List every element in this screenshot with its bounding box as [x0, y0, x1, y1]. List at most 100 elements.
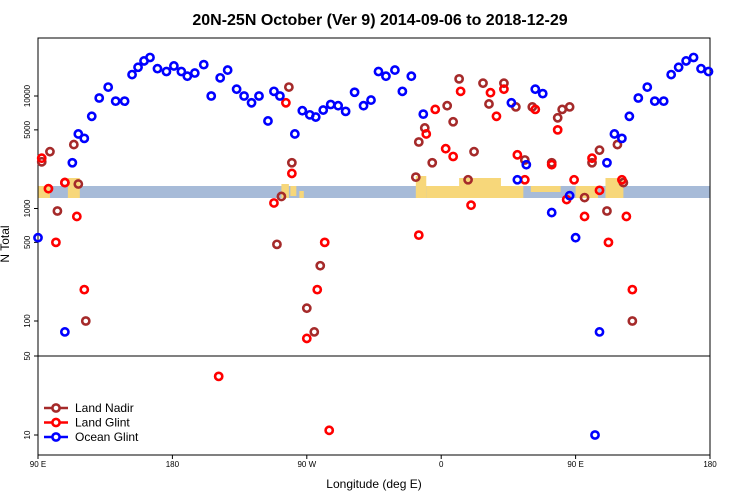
map-land-4 — [299, 191, 304, 198]
point-ocean-glint-68 — [681, 56, 692, 66]
point-land-glint-23 — [499, 84, 509, 95]
point-ocean-glint-11 — [133, 62, 143, 73]
point-ocean-glint-0 — [33, 232, 43, 243]
y-tick-label: 10 — [23, 430, 32, 439]
y-axis-label: N Total — [0, 225, 12, 262]
point-ocean-glint-7 — [103, 82, 114, 92]
point-land-nadir-19 — [448, 116, 459, 127]
point-land-glint-31 — [579, 211, 590, 222]
point-land-glint-10 — [301, 333, 312, 344]
point-ocean-glint-49 — [512, 174, 523, 185]
point-ocean-glint-6 — [94, 93, 105, 103]
point-ocean-glint-29 — [269, 86, 279, 97]
point-land-nadir-6 — [80, 316, 91, 326]
point-ocean-glint-63 — [642, 82, 653, 92]
x-tick-label: 90 E — [30, 460, 46, 469]
point-ocean-glint-21 — [206, 91, 217, 101]
point-land-nadir-11 — [301, 303, 312, 314]
point-ocean-glint-38 — [340, 106, 351, 117]
x-tick-label: 180 — [703, 460, 717, 469]
point-land-nadir-13 — [315, 260, 326, 271]
point-land-nadir-33 — [579, 192, 590, 203]
point-land-nadir-31 — [557, 104, 568, 115]
point-land-nadir-23 — [478, 78, 488, 89]
point-ocean-glint-64 — [649, 96, 660, 107]
point-land-glint-8 — [280, 97, 291, 108]
point-land-glint-19 — [455, 86, 466, 97]
point-ocean-glint-46 — [406, 71, 417, 82]
map-land-9 — [530, 186, 561, 192]
point-ocean-glint-54 — [564, 190, 575, 201]
point-ocean-glint-9 — [119, 96, 130, 107]
point-land-nadir-20 — [454, 73, 465, 84]
point-land-glint-37 — [627, 284, 638, 295]
point-ocean-glint-62 — [633, 93, 644, 103]
plot-frame — [37, 37, 711, 456]
point-ocean-glint-36 — [325, 99, 336, 110]
point-land-nadir-30 — [552, 112, 563, 123]
legend-label: Land Glint — [75, 416, 130, 430]
point-land-nadir-10 — [286, 157, 297, 168]
point-land-nadir-15 — [413, 137, 424, 147]
point-ocean-glint-34 — [310, 112, 321, 122]
point-ocean-glint-3 — [73, 129, 84, 139]
point-land-nadir-39 — [627, 316, 638, 326]
point-ocean-glint-69 — [688, 52, 699, 63]
world-map-strip — [38, 176, 710, 198]
point-ocean-glint-5 — [86, 111, 97, 122]
point-ocean-glint-26 — [246, 97, 257, 108]
axes: 90 E 180 90 W 0 90 E 180 100 500 1000 5000 10000 10… — [23, 37, 717, 469]
point-ocean-glint-60 — [616, 133, 627, 144]
point-land-nadir-34 — [587, 157, 597, 168]
point-land-glint-30 — [569, 174, 580, 185]
point-ocean-glint-4 — [79, 133, 90, 144]
point-land-nadir-2 — [52, 206, 63, 216]
point-land-nadir-1 — [45, 146, 55, 157]
point-land-nadir-35 — [594, 145, 605, 156]
point-land-nadir-12 — [309, 327, 320, 337]
map-land-3 — [290, 186, 297, 196]
map-land-2 — [281, 184, 289, 198]
point-ocean-glint-42 — [373, 66, 384, 77]
point-land-nadir-36 — [602, 206, 612, 216]
point-land-nadir-21 — [463, 174, 473, 185]
series-land-glint — [36, 84, 638, 436]
x-axis-label: Longitude (deg E) — [326, 477, 421, 491]
point-ocean-glint-39 — [349, 87, 360, 98]
point-ocean-glint-15 — [161, 66, 172, 77]
point-ocean-glint-32 — [297, 105, 308, 116]
legend-marker — [51, 417, 61, 428]
point-ocean-glint-13 — [145, 52, 155, 63]
point-land-glint-7 — [269, 198, 279, 208]
point-land-nadir-18 — [442, 100, 453, 111]
legend-label: Land Nadir — [75, 401, 134, 415]
point-ocean-glint-47 — [418, 109, 429, 120]
point-ocean-glint-18 — [182, 71, 193, 82]
series-land-nadir — [36, 73, 638, 337]
map-land-5 — [415, 176, 427, 198]
point-ocean-glint-59 — [609, 129, 620, 139]
point-land-nadir-9 — [283, 82, 294, 92]
point-ocean-glint-51 — [530, 84, 541, 95]
y-tick-label: 5000 — [23, 120, 32, 138]
point-land-nadir-17 — [427, 157, 438, 168]
point-land-glint-28 — [552, 124, 563, 135]
point-land-glint-4 — [71, 211, 82, 222]
point-land-nadir-8 — [276, 191, 287, 202]
point-ocean-glint-2 — [67, 157, 78, 168]
point-ocean-glint-71 — [703, 66, 714, 77]
point-ocean-glint-56 — [590, 430, 600, 440]
point-ocean-glint-1 — [59, 327, 70, 337]
point-land-nadir-4 — [68, 139, 79, 150]
point-land-glint-21 — [485, 87, 496, 98]
point-land-glint-3 — [59, 177, 70, 188]
point-land-nadir-7 — [272, 239, 282, 250]
point-ocean-glint-24 — [231, 84, 242, 95]
point-land-nadir-0 — [36, 156, 47, 167]
point-land-nadir-14 — [410, 172, 421, 183]
point-ocean-glint-67 — [673, 62, 684, 73]
y-tick-label: 100 — [23, 314, 32, 328]
